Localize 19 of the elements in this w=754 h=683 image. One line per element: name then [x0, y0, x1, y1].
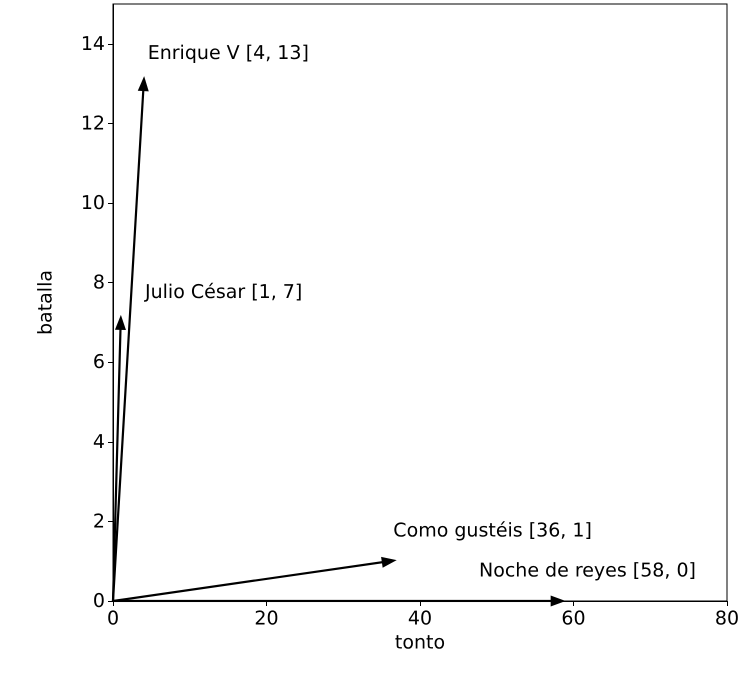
- y-tick-label: 8: [92, 272, 105, 294]
- annotation: Julio César [1, 7]: [144, 280, 302, 303]
- y-tick-label: 2: [92, 510, 105, 532]
- y-axis-title: batalla: [34, 270, 56, 335]
- annotation: Como gustéis [36, 1]: [393, 520, 592, 542]
- x-axis-title: tonto: [394, 632, 446, 654]
- x-tick-label: 80: [714, 608, 740, 630]
- x-tick-label: 0: [106, 608, 120, 630]
- y-tick-label: 12: [80, 112, 105, 134]
- x-tick-label: 40: [408, 608, 432, 630]
- y-tick-label: 0: [92, 590, 105, 612]
- y-tick-label: 4: [92, 430, 105, 453]
- annotation: Enrique V [4, 13]: [148, 42, 309, 64]
- x-tick-label: 60: [561, 608, 586, 630]
- x-tick-label: 20: [254, 608, 279, 630]
- y-tick-label: 14: [80, 32, 105, 55]
- y-tick-label: 6: [92, 351, 105, 374]
- y-tick-label: 10: [80, 192, 105, 214]
- annotation: Noche de reyes [58, 0]: [479, 560, 696, 582]
